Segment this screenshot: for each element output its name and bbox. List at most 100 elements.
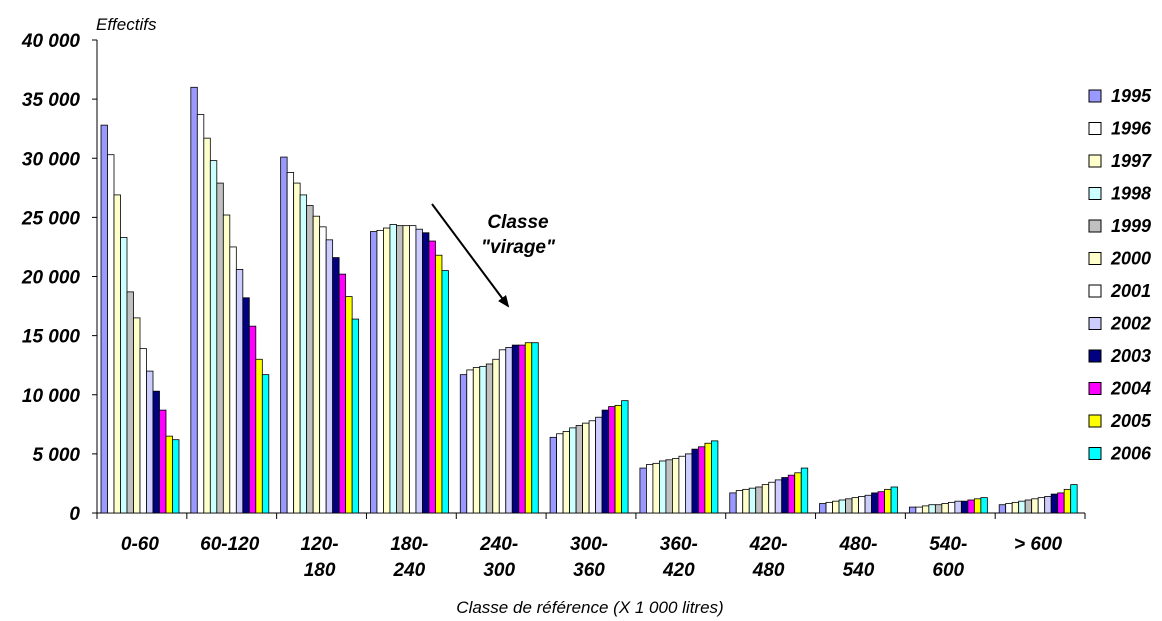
legend-swatch [1088,187,1102,200]
bar [678,455,686,514]
bar [222,214,231,514]
annotation-line-2: "virage" [481,237,556,258]
bar [146,370,154,514]
legend-label: 2004 [1110,379,1151,399]
bar [947,501,956,514]
bar [915,506,923,514]
bar [652,462,660,514]
bar [376,229,384,514]
legend-swatch [1088,349,1102,363]
bar [505,347,513,514]
y-axis-label: Effectifs [96,15,157,34]
bar [877,491,885,514]
bar [1044,496,1052,514]
bar [261,374,270,514]
bar [466,369,474,514]
bar [1070,484,1078,514]
bar [409,225,417,514]
bar [890,486,898,514]
bar [396,225,404,514]
bar [100,124,108,514]
bar [973,498,982,514]
legend-swatch [1088,252,1102,265]
x-tick-label: 360 [573,560,605,581]
bar [370,231,378,514]
y-tick-label: 25 000 [21,208,81,229]
x-tick-label: 180 [304,560,336,581]
bar [479,365,487,514]
bar [203,137,211,514]
legend-swatch [1088,414,1102,428]
bar [518,344,526,514]
x-tick-label: 540 [843,560,875,581]
bar [665,459,673,514]
x-category-labels: 0-60 60-120 120- 180 180- 240 240- 300 300- 360 36… [121,534,1063,581]
x-tick-label: > 600 [1014,534,1063,555]
x-tick-label: 480 [752,560,785,581]
x-tick-label: 540- [929,534,967,555]
bar [280,156,288,514]
bar [698,446,706,514]
legend-label: 2005 [1110,411,1152,431]
bar [306,205,314,514]
bar [229,246,237,514]
x-tick-label: 0-60 [121,534,159,555]
legend-label: 1995 [1111,86,1152,106]
x-tick-label: 240 [393,560,426,581]
y-tick-label: 5 000 [32,445,80,466]
bar [165,435,173,514]
bar [325,239,334,514]
y-tick-labels: 0 5 000 10 000 15 000 20 000 25 000 30 000 35 0… [21,31,81,525]
bar [639,467,647,514]
bar [1005,503,1013,514]
y-tick-label: 20 000 [21,268,81,289]
bar [851,497,859,514]
bar [511,344,520,514]
bar [825,501,833,514]
annotation-line-1: Classe [487,212,549,233]
bar [928,504,936,514]
bar [614,404,622,514]
bar [954,500,962,514]
legend-swatch [1088,284,1102,298]
bar [1037,497,1046,514]
bar [299,194,308,514]
bar [248,325,257,514]
bar [601,409,609,514]
bar [1063,488,1072,514]
annotation-arrow [431,203,510,308]
y-tick-label: 35 000 [22,90,81,111]
y-tick-label: 0 [69,504,80,525]
bar [556,433,564,514]
x-tick-label: 300- [570,534,608,555]
bars [100,86,1078,514]
bar [800,467,809,514]
bar [286,172,295,514]
bar [459,374,468,514]
bar [312,215,321,514]
bar [531,342,539,514]
bar [1031,498,1039,514]
bar [768,481,776,514]
x-tick-label: 120- [301,534,339,555]
bar [472,367,481,514]
bar [864,494,872,514]
bar [608,406,616,514]
bar [691,448,699,514]
bar [761,484,770,514]
bar [838,499,846,514]
bar [435,254,443,514]
bar [498,349,507,514]
y-tick-label: 40 000 [21,31,81,52]
x-tick-label: 60-120 [200,534,260,555]
bar [582,422,590,514]
legend-label: 2006 [1110,444,1152,464]
bar [492,358,500,514]
bar [934,504,943,514]
bar [196,114,205,514]
legend-label: 1998 [1111,184,1151,204]
bar [998,504,1007,514]
bar [107,154,115,514]
bar [133,317,141,514]
